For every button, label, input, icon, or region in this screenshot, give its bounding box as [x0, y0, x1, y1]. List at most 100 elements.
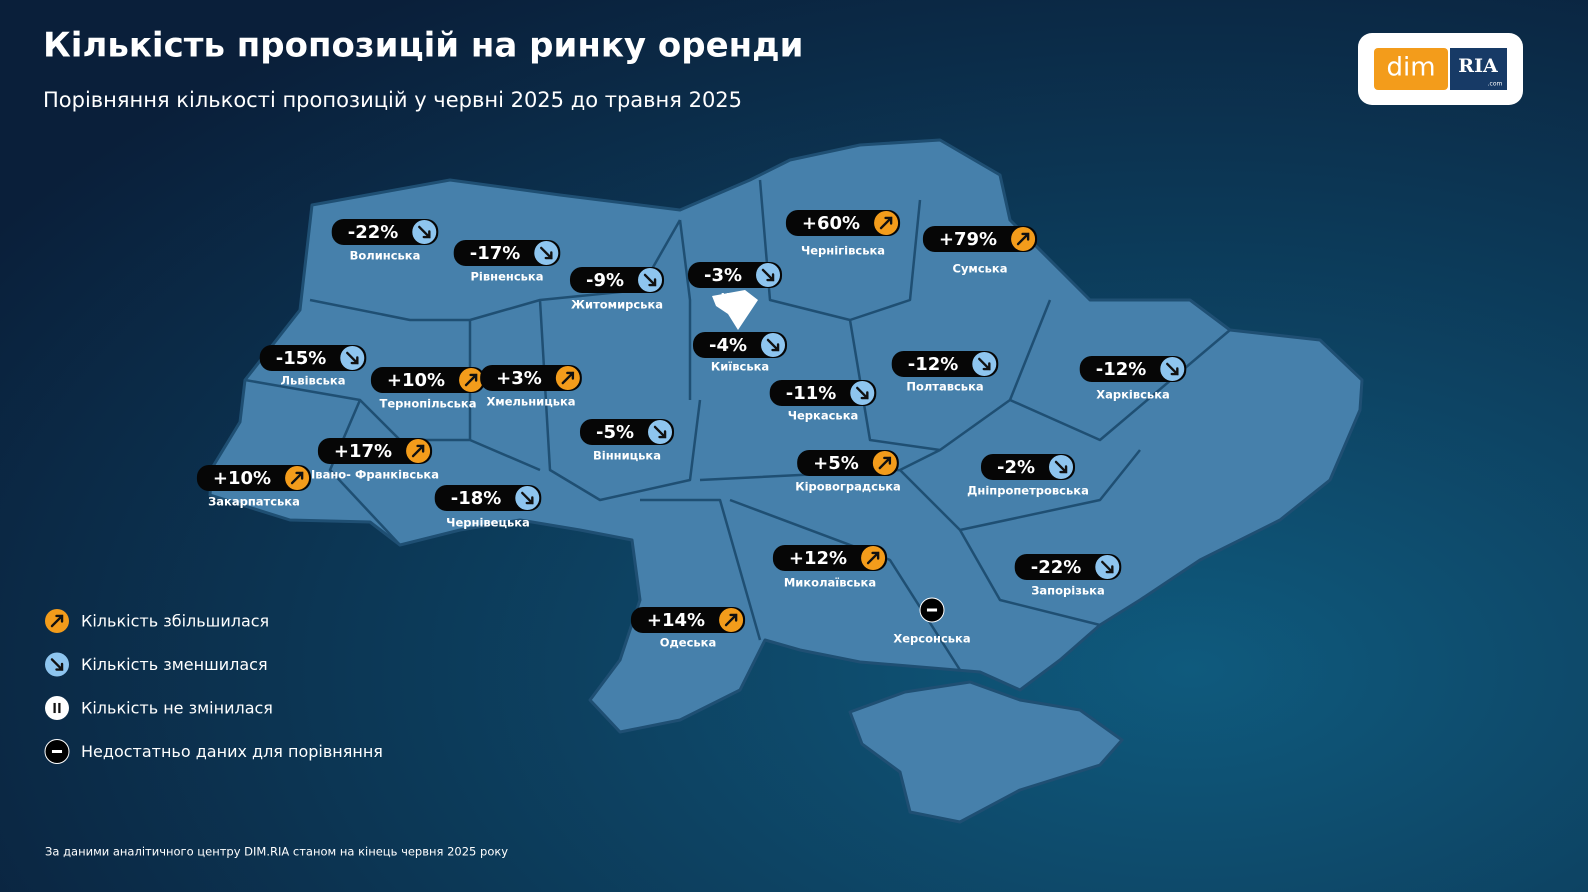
region-change: -11%: [786, 383, 837, 404]
trend-icon: [534, 241, 559, 265]
badge-bg: [1014, 554, 1122, 580]
trend-icon: [44, 739, 70, 764]
region-badge: +3%: [480, 365, 582, 391]
region-badge: -22%: [1014, 554, 1122, 580]
icon-arrow: [766, 338, 780, 352]
logo-suffix: .com: [1488, 81, 1503, 88]
region-name: Рівненська: [471, 270, 544, 284]
region-change: -3%: [704, 265, 742, 286]
region-badge: -22%: [331, 219, 439, 245]
region-name: Київська: [711, 360, 769, 374]
region-change: -2%: [997, 457, 1035, 478]
badge-bg: [480, 365, 582, 391]
icon-arrow: [411, 444, 425, 458]
region-change: +14%: [647, 610, 705, 631]
legend-label: Недостатньо даних для порівняння: [81, 742, 383, 761]
region-badge: +79%: [922, 226, 1038, 252]
icon-arrow: [879, 216, 893, 230]
region-name: Сумська: [953, 262, 1008, 276]
region-badge: +10%: [196, 465, 312, 491]
region-change: -9%: [586, 270, 624, 291]
icon-arrow: [418, 225, 431, 239]
region-name: Полтавська: [906, 380, 983, 394]
region-badge: +12%: [772, 545, 888, 571]
trend-icon: [340, 346, 365, 370]
region-change: -12%: [908, 354, 959, 375]
region-badge: -17%: [453, 240, 561, 266]
trend-icon: [919, 597, 945, 623]
icon-arrow: [724, 613, 738, 627]
badge-bg: [259, 345, 367, 371]
region-name: Херсонська: [893, 632, 970, 646]
region-badge: -12%: [1079, 356, 1187, 382]
trend-icon: [1095, 555, 1120, 579]
icon-arrow: [653, 425, 667, 439]
region-change: +60%: [802, 213, 860, 234]
trend-icon: [1049, 455, 1074, 479]
icon-arrow: [878, 456, 892, 470]
trend-icon: [861, 546, 886, 570]
region-name: Дніпропетровська: [967, 484, 1089, 498]
region-name: Хмельницька: [486, 395, 575, 409]
trend-icon: [412, 220, 437, 244]
region-change: +10%: [387, 370, 445, 391]
badge-bg: [331, 219, 439, 245]
region-name: Миколаївська: [784, 576, 876, 590]
region-change: -5%: [596, 422, 634, 443]
icon-arrow: [1166, 362, 1179, 376]
badge-bg: [196, 465, 312, 491]
region-badge: +14%: [630, 607, 746, 633]
region-change: +17%: [334, 441, 392, 462]
region-name: Одеська: [660, 636, 717, 650]
region-change: -22%: [1031, 557, 1082, 578]
logo-right-box: [1450, 48, 1507, 90]
trend-icon: [850, 381, 875, 405]
region-change: +79%: [939, 229, 997, 250]
icon-arrow: [50, 614, 64, 628]
region-badge: +5%: [797, 450, 899, 476]
trend-icon: [719, 608, 744, 632]
region-name: Вінницька: [593, 449, 661, 463]
region-name: Харківська: [1096, 388, 1170, 402]
footnote: За даними аналітичного центру DIM.RIA ст…: [45, 845, 508, 859]
region-name: Житомирська: [571, 298, 663, 312]
badge-bg: [797, 450, 899, 476]
region-name: Тернопільська: [380, 397, 477, 411]
badge-bg: [370, 367, 486, 393]
map: [208, 138, 1364, 824]
legend-label: Кількість збільшилася: [81, 612, 269, 631]
region-change: -12%: [1096, 359, 1147, 380]
region-badge: -12%: [891, 351, 999, 377]
icon-arrow: [1101, 560, 1114, 574]
region-name: Львівська: [281, 374, 346, 388]
region-change: -4%: [709, 335, 747, 356]
logo-right: RIA: [1458, 55, 1498, 77]
region-name: Запорізька: [1031, 584, 1104, 598]
region-name: Київ: [721, 291, 750, 305]
trend-icon: [1160, 357, 1185, 381]
icon-arrow: [50, 658, 64, 671]
subtitle: Порівняння кількості пропозицій у червні…: [43, 88, 742, 112]
kyiv-city: [712, 290, 758, 330]
legend-label: Кількість зменшилася: [81, 655, 268, 674]
region-change: +5%: [813, 453, 859, 474]
badge-bg: [769, 380, 877, 406]
icon-dash: [926, 608, 938, 612]
icon-dash: [51, 750, 63, 753]
region-name: Чернігівська: [801, 244, 885, 258]
trend-icon: [406, 439, 431, 463]
trend-icon: [555, 366, 580, 390]
badge-bg: [630, 607, 746, 633]
region-badge: -15%: [259, 345, 367, 371]
trend-icon: [515, 486, 540, 510]
trend-icon: [648, 420, 673, 444]
region-change: +10%: [213, 468, 271, 489]
badge-bg: [891, 351, 999, 377]
trend-icon: [285, 466, 310, 490]
badge-bg: [785, 210, 901, 236]
logo-left-box: [1374, 48, 1448, 90]
icon-pause: [58, 702, 61, 714]
region-name: Кіровоградська: [795, 480, 901, 494]
icon-arrow: [1016, 232, 1030, 246]
